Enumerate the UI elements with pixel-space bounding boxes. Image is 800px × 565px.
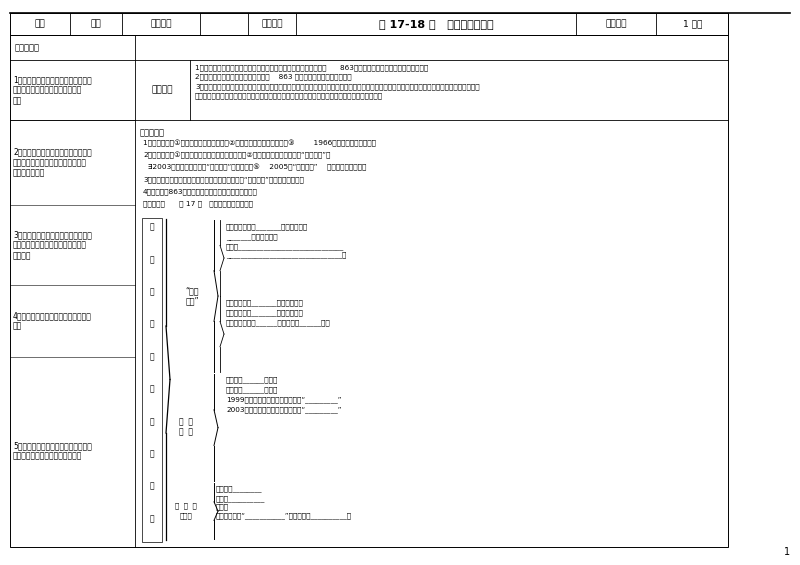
Text: 技: 技 [150,287,154,296]
Text: 展示内容：      第 17 课   科学技术的成就（一）: 展示内容： 第 17 课 科学技术的成就（一） [143,200,253,207]
Text: 技  术: 技 术 [179,427,193,436]
Text: 3、中国现在的经济还比较落后，为什
么还要花那么多的钱去发展高新科技
的研究？: 3、中国现在的经济还比较落后，为什 么还要花那么多的钱去发展高新科技 的研究？ [13,230,92,260]
Text: 2、航天成就：①成功发射了第一颗人造地球卫星。②成功发射第一艘无人飞船“神舟一号”；: 2、航天成就：①成功发射了第一颗人造地球卫星。②成功发射第一艘无人飞船“神舟一号… [143,152,330,159]
Text: 4、找几个高科技影响我们日常生活的
例子: 4、找几个高科技影响我们日常生活的 例子 [13,311,92,331]
Text: 3、农业成就：袁隆平在世界上首次培育成功被称为“东方魔稻”的粗型杂交水稻。: 3、农业成就：袁隆平在世界上首次培育成功被称为“东方魔稻”的粗型杂交水稻。 [143,176,304,182]
Text: 科: 科 [150,223,154,232]
Text: 1、原子弹杀伤力极强，中国为什么还
要研制并拥有它？对此，你如何看
待？: 1、原子弹杀伤力极强，中国为什么还 要研制并拥有它？对此，你如何看 待？ [13,75,92,105]
Text: 2、本课提到的邓稼先、袁隆平等杰出
科学家，他们具备哪些优秀品质？该
给你如何启待。: 2、本课提到的邓稼先、袁隆平等杰出 科学家，他们具备哪些优秀品质？该 给你如何启… [13,147,92,177]
Text: 学科: 学科 [34,20,46,28]
Text: 1 课时: 1 课时 [683,20,702,28]
Text: 知识结构：: 知识结构： [140,128,165,137]
Bar [10,35,728,547]
Text: 贡献：: 贡献： [216,503,229,510]
Text: 交水稻: 交水稻 [180,513,192,519]
Bar [142,218,162,542]
Text: 设计教师: 设计教师 [150,20,172,28]
Text: 航  天: 航 天 [179,417,193,426]
Text: 学: 学 [150,255,154,264]
Text: 第 17-18 课   科学技术的成就: 第 17-18 课 科学技术的成就 [378,19,494,29]
Text: 1、国防成就：①第一颗原子弹爆炸成功。②中近程地地导弹试验成功。③        1966年，精导弹试验成功。: 1、国防成就：①第一颗原子弹爆炸成功。②中近程地地导弹试验成功。③ 1966年，… [143,140,376,147]
Text: 人造地球卡星：______年成功发射______号。: 人造地球卡星：______年成功发射______号。 [226,319,330,326]
Text: ）: ） [150,514,154,523]
Text: ∃2003年第一艘载人飞船“神舟五号”发射成功；⑤    2005年“神舟六号”    载人飞船发射成功。: ∃2003年第一艘载人飞船“神舟五号”发射成功；⑤ 2005年“神舟六号” 载人… [143,164,366,171]
Text: 教授内容: 教授内容 [262,20,282,28]
Text: 时间预设: 时间预设 [606,20,626,28]
Text: 学习目标: 学习目标 [152,85,174,94]
Text: 历史: 历史 [90,20,102,28]
Text: 意义：_____________________________: 意义：_____________________________ [226,243,344,250]
Text: 多次发射______式圆星: 多次发射______式圆星 [226,386,278,393]
Text: ________________________________。: ________________________________。 [226,251,346,258]
Text: 问题预设：: 问题预设： [15,43,40,52]
Text: 掌握一前______星技术: 掌握一前______星技术 [226,376,278,383]
Text: 1: 1 [784,547,790,557]
Text: 时间：__________: 时间：__________ [216,495,266,502]
Text: 的: 的 [150,352,154,361]
Text: 成: 成 [150,385,154,393]
Text: 术: 术 [150,320,154,329]
Text: 原子弹的研制：_______年开始研制，: 原子弹的研制：_______年开始研制， [226,223,308,230]
Text: 发明者：________: 发明者：________ [216,485,262,492]
Text: _______年爆炸成功。: _______年爆炸成功。 [226,233,278,240]
Text: 导弹核武器：_______年爆炸成功。: 导弹核武器：_______年爆炸成功。 [226,309,304,316]
Text: （: （ [150,449,154,458]
Text: 荣誉：被誉为“___________”，获得国家__________奖: 荣誉：被誉为“___________”，获得国家__________奖 [216,512,352,519]
Text: 2003年，成功发射第一艘载人飞船“_________”: 2003年，成功发射第一艘载人飞船“_________” [226,406,342,413]
Bar [10,13,728,35]
Text: 4、高科技：863计划和我国计算机网络技术的发展应用: 4、高科技：863计划和我国计算机网络技术的发展应用 [143,188,258,194]
Text: “两弹
一星”: “两弹 一星” [185,286,199,306]
Text: 稻  型  杂: 稻 型 杂 [175,503,197,510]
Text: 5、你对互联网了解多少？请举例说明
互联网给我们的生活带来的变化：: 5、你对互联网了解多少？请举例说明 互联网给我们的生活带来的变化： [13,441,92,460]
Text: 1、掌握建国后科学技术的主要成就，杰出科学家的事迹；初步掌握      863计划和我国计算机网络技术的发展应用
2、分析科技发展的原因和意义；分析    86: 1、掌握建国后科学技术的主要成就，杰出科学家的事迹；初步掌握 863计划和我国计… [195,64,480,99]
Text: 导弹的研制：_______年获得成功。: 导弹的研制：_______年获得成功。 [226,299,304,306]
Text: 一: 一 [150,482,154,490]
Text: 1999年，成功发射第一艘无人飞船“_________”: 1999年，成功发射第一艘无人飞船“_________” [226,396,342,403]
Text: 就: 就 [150,417,154,426]
